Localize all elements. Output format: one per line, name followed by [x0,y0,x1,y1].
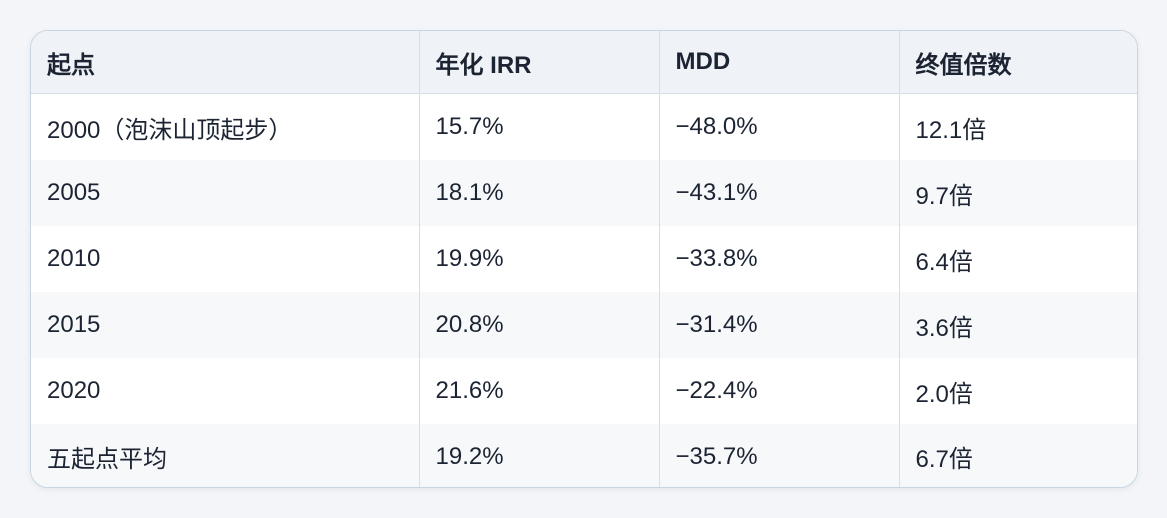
table-row: 2020 21.6% −22.4% 2.0倍 [31,358,1137,424]
table-cell: 19.9% [418,226,659,292]
table-cell: 9.7倍 [898,160,1137,226]
header-cell: 终值倍数 [898,31,1137,94]
table-row: 2000（泡沫山顶起步） 15.7% −48.0% 12.1倍 [31,93,1137,160]
table-cell: −22.4% [658,358,899,424]
table-body: 2000（泡沫山顶起步） 15.7% −48.0% 12.1倍 2005 18.1% −43… [31,93,1137,487]
table-cell: 2020 [47,377,101,404]
table-cell: 19.2% [418,424,659,487]
table-row: 五起点平均 19.2% −35.7% 6.7倍 [31,424,1137,487]
table-cell: 18.1% [418,160,659,226]
table-cell: 20.8% [418,292,659,358]
table-row: 2010 19.9% −33.8% 6.4倍 [31,226,1137,292]
table-row: 2015 20.8% −31.4% 3.6倍 [31,292,1137,358]
table-cell: −31.4% [658,292,899,358]
header-cell: 年化 IRR [418,31,659,94]
table-cell: 五起点平均 [31,424,419,487]
header-cell: MDD [658,31,899,94]
table-cell: 6.4倍 [898,226,1137,292]
header-cell: 起点 [31,31,419,94]
table-cell: −48.0% [658,93,899,160]
table-row: 2005 18.1% −43.1% 9.7倍 [31,160,1137,226]
table-cell: −33.8% [658,226,899,292]
table-cell: −35.7% [658,424,899,487]
table-card: 起点 年化 IRR MDD 终值倍数 2000（泡沫山顶起步） 15.7% −48.0% 1… [30,30,1138,488]
table-cell: 3.6倍 [898,292,1137,358]
table-cell: 6.7倍 [898,424,1137,487]
table-cell: −43.1% [658,160,899,226]
table-cell: 2.0倍 [898,358,1137,424]
header-row: 起点 年化 IRR MDD 终值倍数 [31,31,1137,94]
table-cell: 2010 [47,245,101,272]
table-cell: 2005 [31,160,419,226]
table-cell: 21.6% [418,358,659,424]
table-cell: 2000（泡沫山顶起步） [47,116,293,144]
table-cell: 12.1倍 [898,93,1137,160]
data-table: 起点 年化 IRR MDD 终值倍数 2000（泡沫山顶起步） 15.7% −48.0% 1… [31,31,1137,487]
table-cell: 2015 [31,292,419,358]
table-cell: 15.7% [418,93,659,160]
